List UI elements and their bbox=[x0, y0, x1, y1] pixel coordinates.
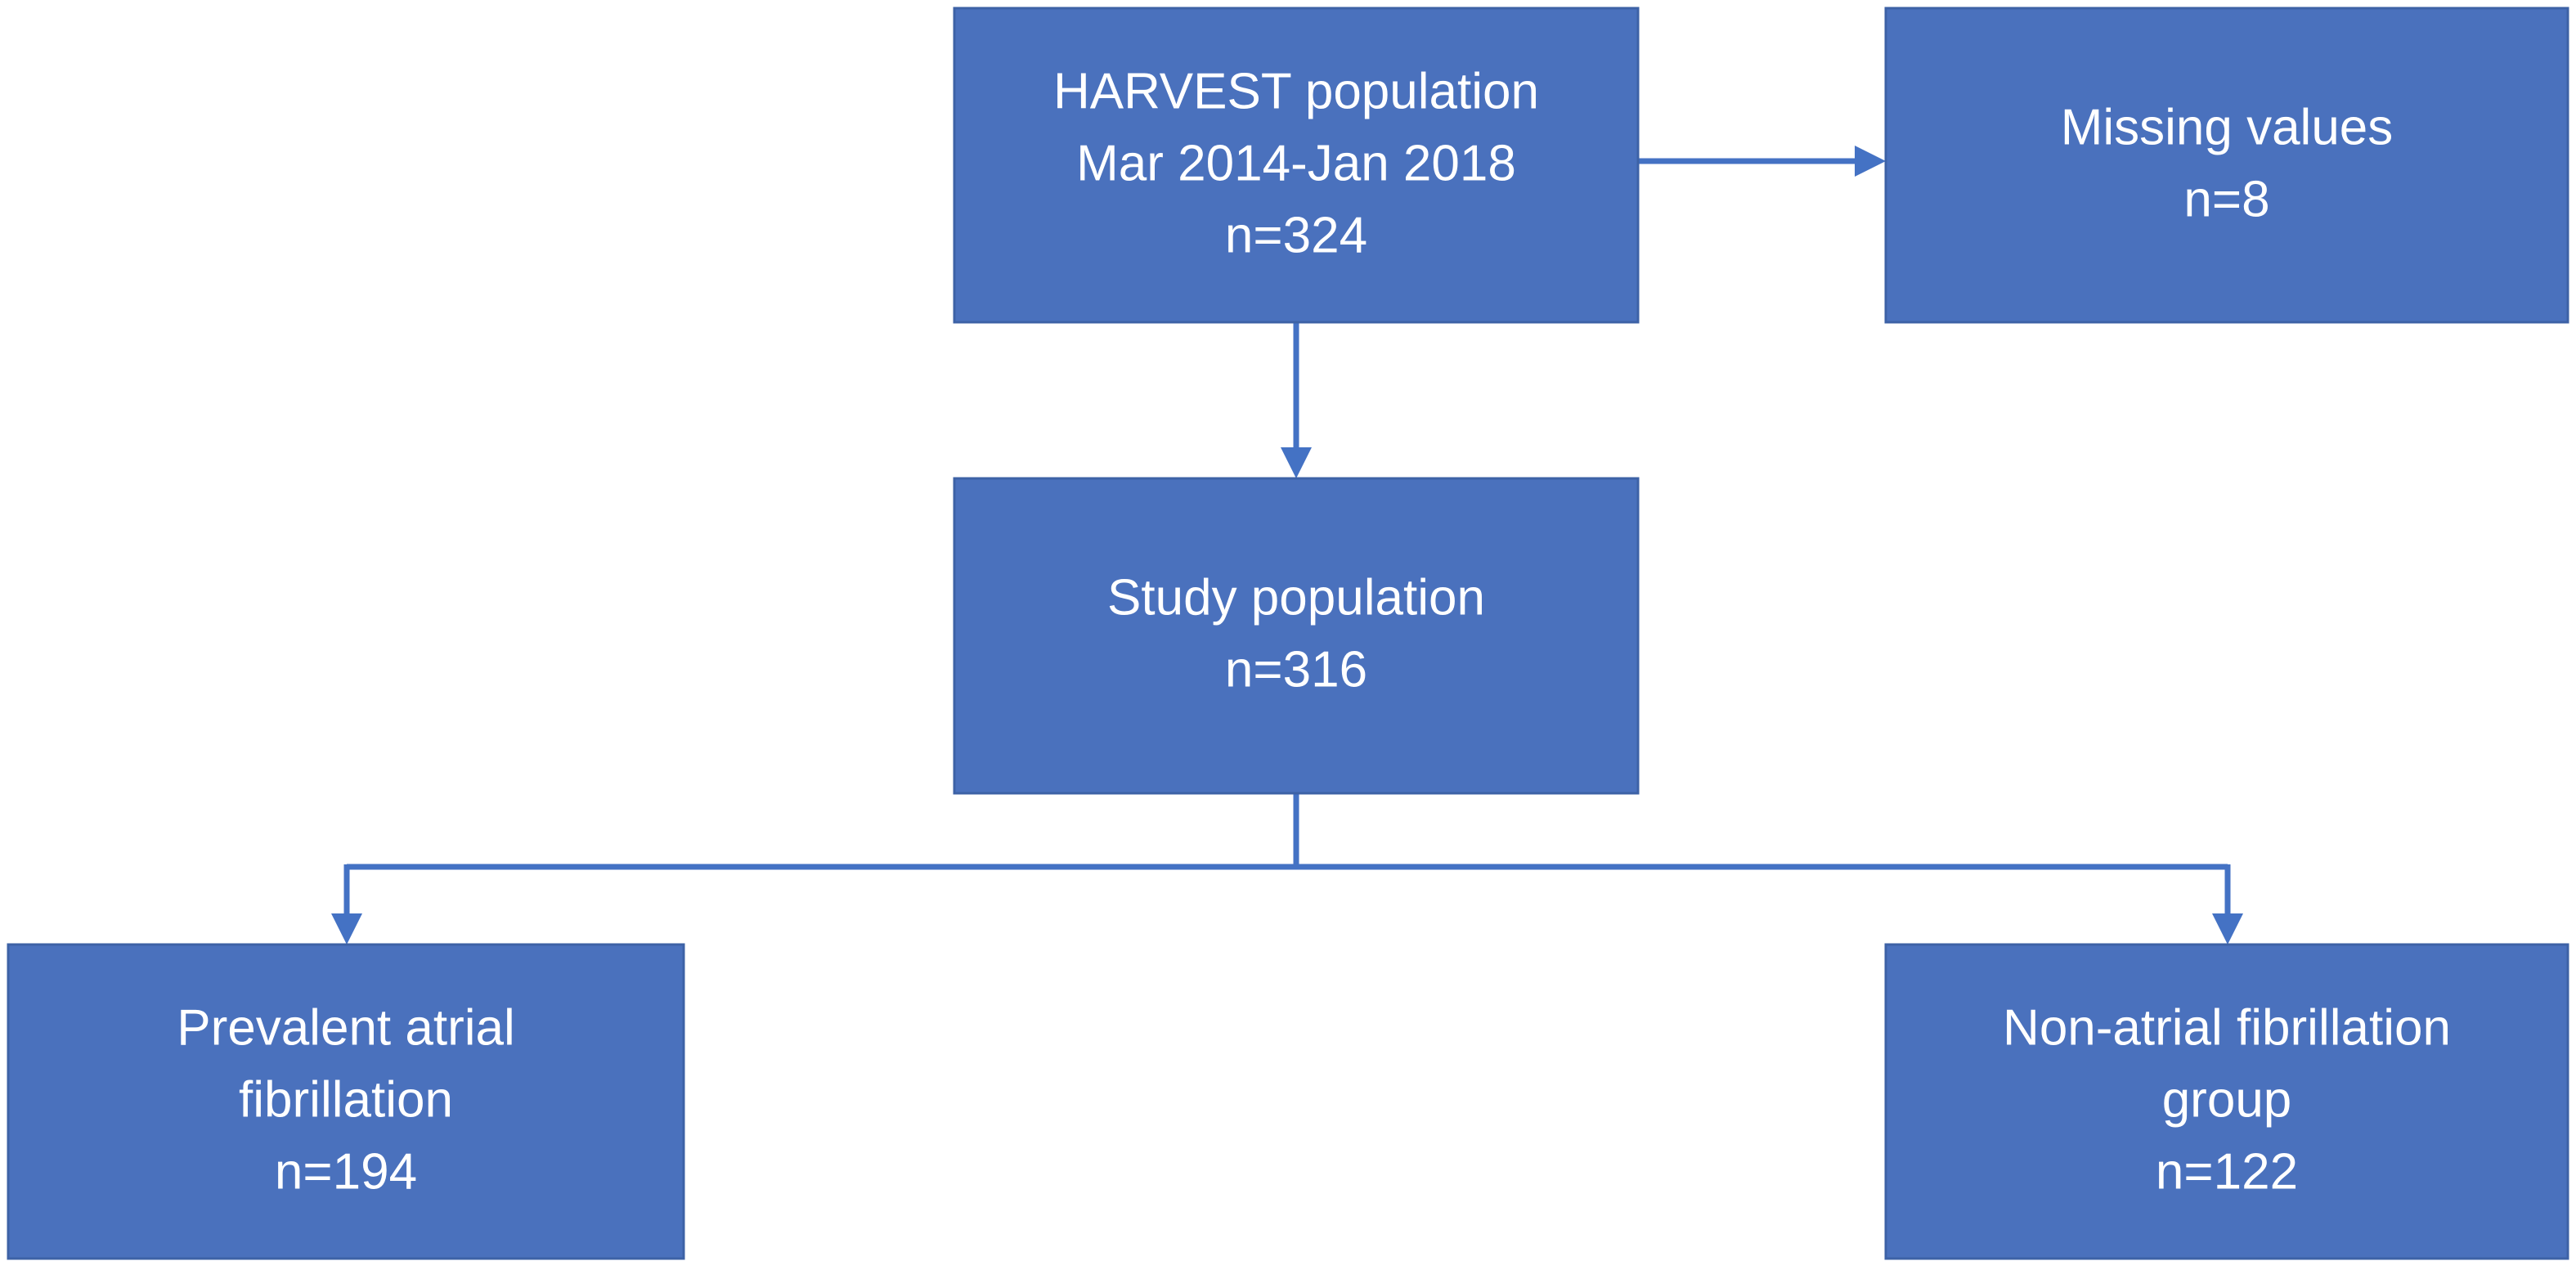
node-text: Missing values bbox=[2061, 99, 2394, 155]
node-text: n=316 bbox=[1225, 641, 1367, 698]
box bbox=[953, 477, 1640, 795]
node-text: Prevalent atrial bbox=[177, 999, 515, 1056]
node-non-af: Non-atrial fibrillation group n=122 bbox=[1884, 943, 2569, 1260]
node-text: group bbox=[2162, 1071, 2292, 1128]
node-text: Non-atrial fibrillation bbox=[2003, 999, 2451, 1056]
node-text: Study population bbox=[1107, 569, 1485, 626]
box bbox=[953, 7, 1640, 324]
box bbox=[1884, 943, 2569, 1260]
node-text: n=324 bbox=[1225, 207, 1367, 263]
box bbox=[7, 943, 685, 1260]
arrow-head bbox=[1281, 447, 1312, 478]
arrow-head bbox=[1855, 146, 1886, 177]
box bbox=[1884, 7, 2569, 324]
arrow-head bbox=[331, 913, 362, 945]
node-text: n=8 bbox=[2183, 171, 2269, 227]
node-study: Study population n=316 bbox=[953, 477, 1640, 795]
node-text: fibrillation bbox=[239, 1071, 453, 1128]
node-text: n=122 bbox=[2156, 1143, 2298, 1200]
node-text: Mar 2014-Jan 2018 bbox=[1076, 135, 1516, 191]
node-text: HARVEST population bbox=[1053, 63, 1539, 119]
arrow-head bbox=[2212, 913, 2243, 945]
node-prevalent-af: Prevalent atrial fibrillation n=194 bbox=[7, 943, 685, 1260]
node-missing: Missing values n=8 bbox=[1884, 7, 2569, 324]
connectors bbox=[331, 146, 2243, 945]
node-harvest: HARVEST population Mar 2014-Jan 2018 n=3… bbox=[953, 7, 1640, 324]
node-text: n=194 bbox=[275, 1143, 417, 1200]
